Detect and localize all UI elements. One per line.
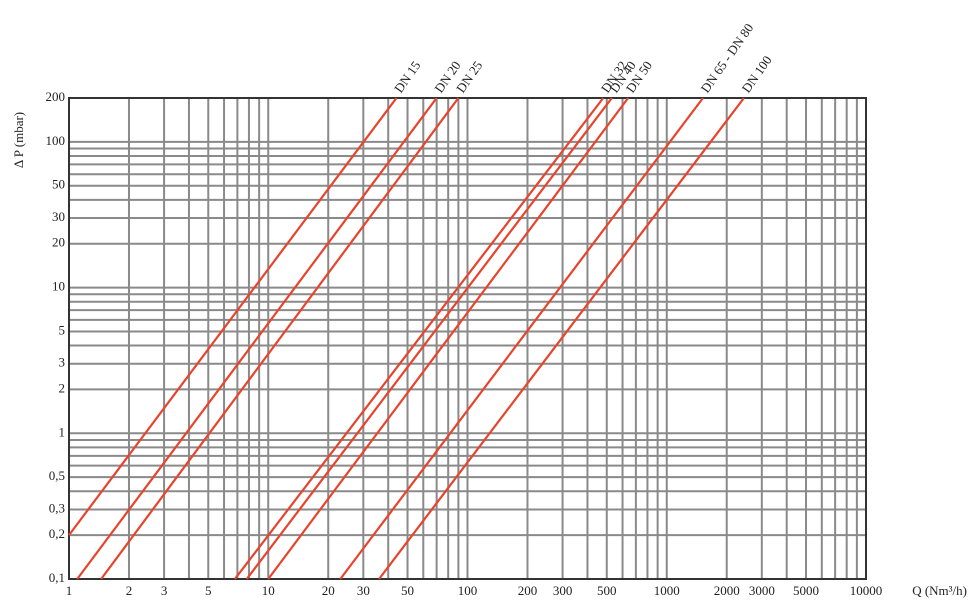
series-line [245,97,613,580]
x-tick-label: 2000 [714,583,740,598]
y-tick-label: 200 [46,89,66,104]
y-tick-label: 0,1 [49,570,65,585]
plot-frame [68,97,867,580]
y-tick-label: 1 [59,424,66,439]
series-line [378,97,745,580]
x-tick-label: 20 [322,583,335,598]
x-tick-label: 50 [401,583,414,598]
x-tick-label: 10000 [850,583,883,598]
x-tick-label: 2 [126,583,133,598]
x-tick-label: 3000 [749,583,775,598]
y-tick-label: 3 [59,355,66,370]
x-tick-label: 100 [458,583,478,598]
series-line [76,97,438,580]
y-tick-label: 2 [59,380,66,395]
y-tick-label: 0,5 [49,468,65,483]
x-tick-label: 3 [161,583,168,598]
y-tick-label: 50 [52,177,65,192]
x-tick-label: 1 [66,583,73,598]
x-tick-label: 5000 [793,583,819,598]
y-tick-label: 5 [59,322,66,337]
series-line [234,97,605,580]
x-tick-label: 5 [205,583,212,598]
series-line [100,97,460,580]
y-tick-label: 100 [46,133,66,148]
x-tick-label: 300 [553,583,573,598]
x-axis-label: Q (Nm³/h) [912,583,967,598]
x-tick-label: 10 [262,583,275,598]
series-line [339,97,704,580]
x-tick-label: 500 [597,583,617,598]
series-line [68,97,398,536]
series-label: DN 15 [391,58,423,95]
x-tick-label: 1000 [654,583,680,598]
y-tick-label: 30 [52,209,65,224]
y-tick-label: 0,3 [49,500,65,515]
series-label: DN 100 [739,53,775,96]
x-tick-label: 30 [357,583,370,598]
series-line [267,97,630,580]
x-tick-label: 200 [518,583,538,598]
y-axis-label: Δ P (mbar) [11,112,26,168]
y-tick-label: 10 [52,279,65,294]
y-tick-label: 0,2 [49,526,65,541]
y-tick-label: 20 [52,235,65,250]
